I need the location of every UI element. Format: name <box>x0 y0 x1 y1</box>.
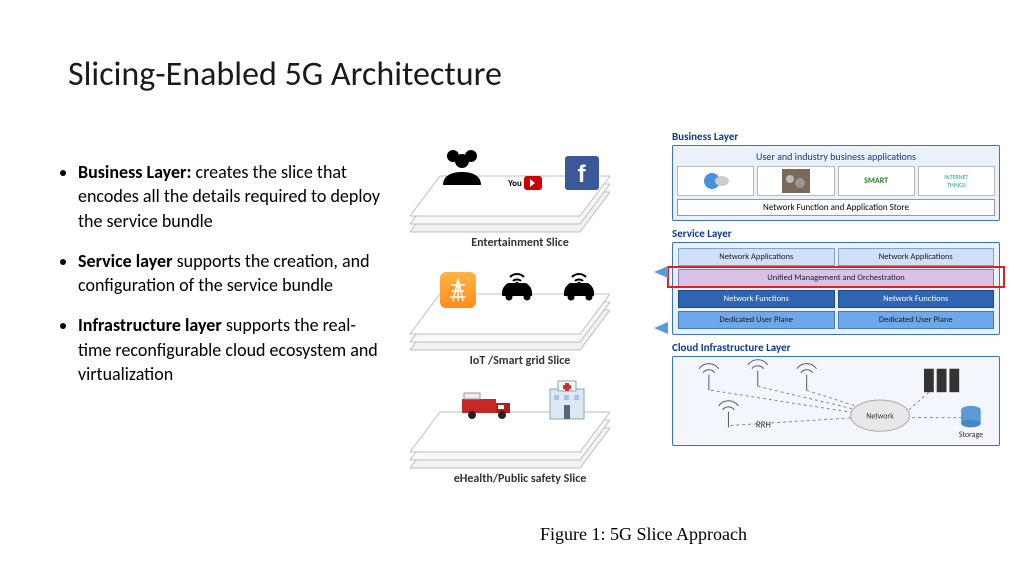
business-layer-title: Business Layer <box>672 130 1000 143</box>
bullet-list: Business Layer: creates the slice that e… <box>60 160 380 402</box>
bullet-item: Service layer supports the creation, and… <box>78 249 380 298</box>
business-thumbs: SMART INTERNETTHINGS <box>677 166 995 196</box>
svc-unified: Unified Management and Orchestration <box>678 269 994 287</box>
thumb-iot: INTERNETTHINGS <box>918 166 995 196</box>
arrow-icon <box>654 266 668 278</box>
nf-app-store: Network Function and Application Store <box>677 199 995 216</box>
slice-label: IoT /Smart grid Slice <box>390 354 650 368</box>
service-layer-box: Network Applications Network Application… <box>672 242 1000 335</box>
hospital-icon <box>544 375 590 426</box>
svc-net-func: Network Functions <box>838 290 995 308</box>
power-tower-icon <box>440 272 476 308</box>
rrh-label: RRH <box>756 420 771 430</box>
bullet-item: Infrastructure layer supports the real-t… <box>78 313 380 386</box>
slice-iot: IoT /Smart grid Slice <box>390 258 650 366</box>
people-icon <box>441 147 485 190</box>
cloud-layer-box: RRH Network Storage <box>672 356 1000 446</box>
figure-caption: Figure 1: 5G Slice Approach <box>540 524 747 545</box>
svc-dedicated: Dedicated User Plane <box>678 311 835 329</box>
facebook-icon: f <box>565 156 599 190</box>
arrow-icon <box>654 322 668 334</box>
svg-text:Storage: Storage <box>959 431 983 440</box>
slice-entertainment: You f Entertainment Slice <box>390 140 650 248</box>
cloud-layer-title: Cloud Infrastructure Layer <box>672 341 1000 354</box>
slide-title: Slicing-Enabled 5G Architecture <box>68 54 502 95</box>
svc-net-app: Network Applications <box>678 248 835 266</box>
car-wifi-icon <box>558 263 600 308</box>
thumb-icon <box>677 166 754 196</box>
slice-label: Entertainment Slice <box>390 236 650 250</box>
svc-dedicated: Dedicated User Plane <box>838 311 995 329</box>
service-layer-title: Service Layer <box>672 227 1000 240</box>
slice-ehealth: eHealth/Public safety Slice <box>390 376 650 484</box>
business-layer-box: User and industry business applications … <box>672 145 1000 221</box>
svc-net-app: Network Applications <box>838 248 995 266</box>
svg-text:Network: Network <box>866 413 894 422</box>
youtube-icon: You <box>508 176 542 190</box>
bullet-item: Business Layer: creates the slice that e… <box>78 160 380 233</box>
slice-diagram: You f Entertainment Slice IoT /Smart gri… <box>390 140 650 494</box>
architecture-column: Business Layer User and industry busines… <box>672 130 1000 446</box>
car-wifi-icon <box>496 263 538 308</box>
thumb-icon <box>757 166 834 196</box>
svc-net-func: Network Functions <box>678 290 835 308</box>
firetruck-icon <box>460 387 514 426</box>
thumb-smartgrid: SMART <box>838 166 915 196</box>
slice-label: eHealth/Public safety Slice <box>390 472 650 486</box>
business-subtitle: User and industry business applications <box>677 150 995 163</box>
